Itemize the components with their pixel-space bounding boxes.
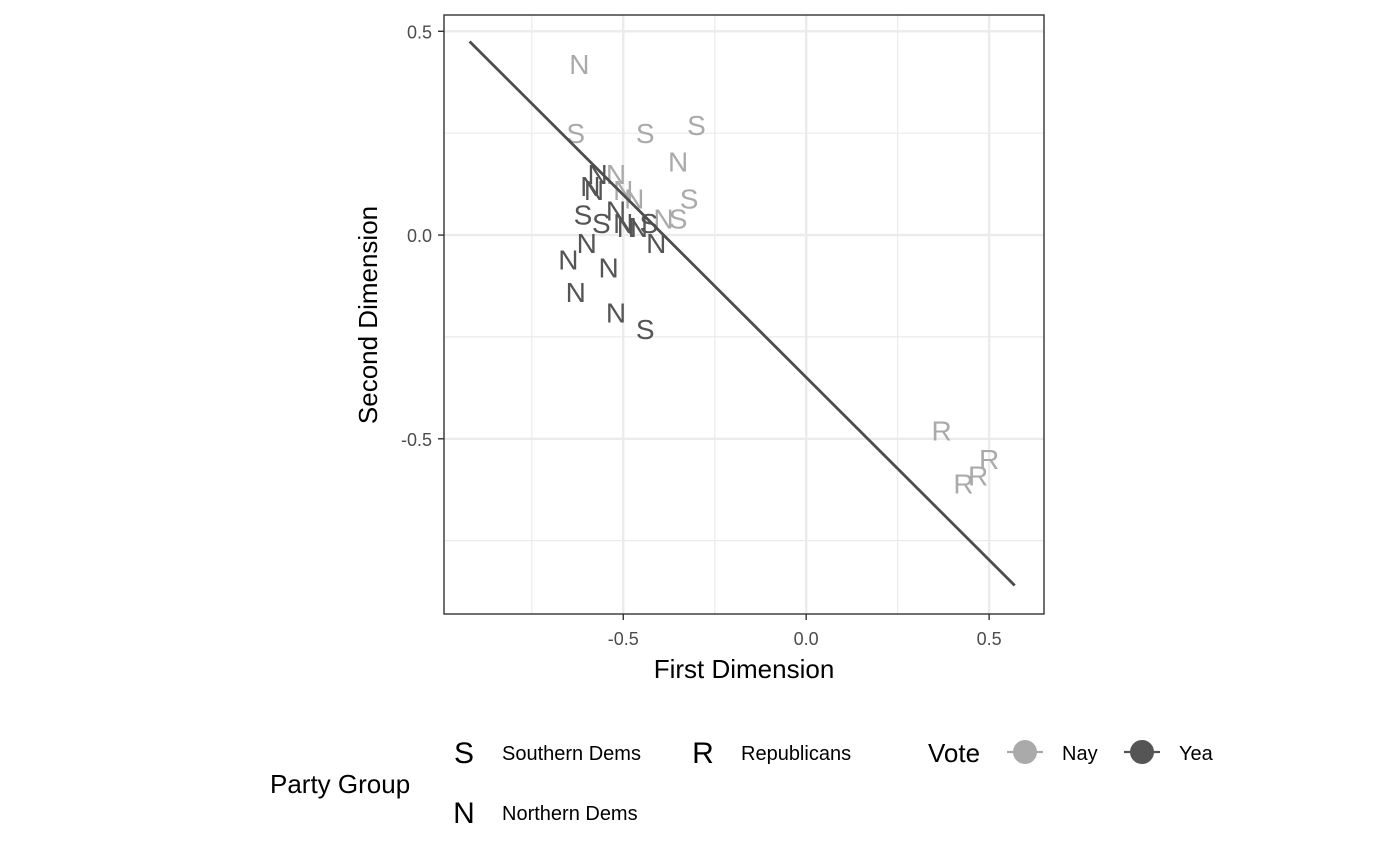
data-point-s-nay: S xyxy=(669,204,688,235)
vote-legend-title: Vote xyxy=(928,738,980,768)
data-point-n-yea: N xyxy=(566,277,586,308)
data-point-n-yea: N xyxy=(577,228,597,259)
y-axis: -0.5 0.0 0.5 xyxy=(401,22,444,450)
data-point-n-yea: N xyxy=(606,297,626,328)
cutting-line xyxy=(468,40,1016,587)
legend-symbol-southern: S xyxy=(454,737,474,770)
data-point-s-nay: S xyxy=(687,110,706,141)
x-tick-label: 0.5 xyxy=(977,629,1002,649)
legend-symbol-northern: N xyxy=(453,797,475,830)
y-tick-label: 0.5 xyxy=(407,22,432,42)
data-point-s-nay: S xyxy=(680,183,699,214)
data-point-n-yea: N xyxy=(584,175,604,206)
data-point-n-yea: N xyxy=(558,244,578,275)
y-tick-label: -0.5 xyxy=(401,430,432,450)
legend-label-nay: Nay xyxy=(1062,743,1098,765)
legend-label-yea: Yea xyxy=(1179,743,1214,765)
legend-label-republican: Republicans xyxy=(741,743,851,765)
data-point-r-nay: R xyxy=(968,460,988,491)
x-axis: -0.5 0.0 0.5 xyxy=(608,614,1002,649)
data-point-n-yea: N xyxy=(606,196,626,227)
legend-label-northern: Northern Dems xyxy=(502,803,638,825)
data-point-n-nay: N xyxy=(569,49,589,80)
data-point-n-nay: N xyxy=(624,183,644,214)
panel-border xyxy=(443,14,1045,615)
data-point-s-nay: S xyxy=(566,118,585,149)
legend-label-southern: Southern Dems xyxy=(502,743,641,765)
data-point-n-yea: N xyxy=(628,212,648,243)
party-legend: Party Group S Southern Dems R Republican… xyxy=(270,737,851,830)
data-point-n-yea: N xyxy=(588,159,608,190)
x-tick-label: 0.0 xyxy=(794,629,819,649)
x-axis-title: First Dimension xyxy=(654,654,835,684)
data-point-n-yea: N xyxy=(613,208,633,239)
legend-key-nay-dot xyxy=(1013,740,1037,764)
vote-legend: Vote Nay Yea xyxy=(928,738,1214,768)
y-tick-label: 0.0 xyxy=(407,226,432,246)
data-point-n-yea: N xyxy=(646,228,666,259)
data-point-s-yea: S xyxy=(636,314,655,345)
data-point-s-yea: S xyxy=(574,200,593,231)
data-point-n-yea: N xyxy=(599,253,619,284)
data-point-s-yea: S xyxy=(592,208,611,239)
data-point-r-nay: R xyxy=(979,444,999,475)
x-tick-label: -0.5 xyxy=(608,629,639,649)
data-point-r-nay: R xyxy=(953,469,973,500)
gridlines xyxy=(444,15,1044,614)
y-axis-title: Second Dimension xyxy=(353,206,383,424)
data-point-n-nay: N xyxy=(653,204,673,235)
legend: Party Group S Southern Dems R Republican… xyxy=(270,737,1214,830)
data-point-r-nay: R xyxy=(931,416,951,447)
data-point-s-nay: S xyxy=(636,118,655,149)
legend-key-yea-dot xyxy=(1130,740,1154,764)
data-point-n-nay: N xyxy=(668,147,688,178)
data-point-n-yea: N xyxy=(617,212,637,243)
data-point-n-yea: N xyxy=(580,171,600,202)
legend-symbol-republican: R xyxy=(692,737,714,770)
party-legend-title: Party Group xyxy=(270,769,410,799)
